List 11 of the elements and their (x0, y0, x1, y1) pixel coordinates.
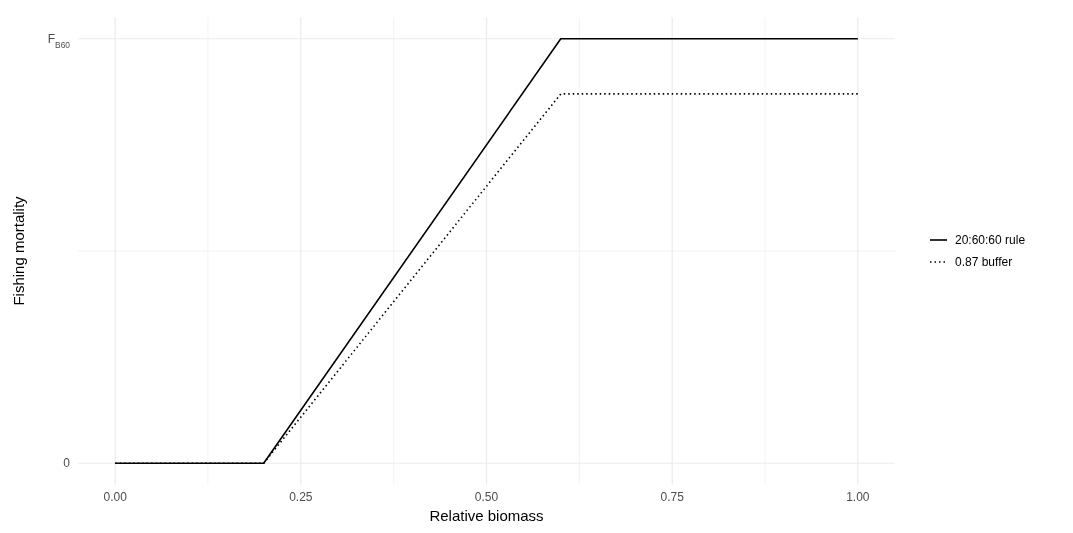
x-tick-label: 0.25 (289, 489, 313, 504)
x-tick-label: 0.75 (660, 489, 685, 504)
x-tick-label: 1.00 (846, 489, 870, 504)
x-tick-label: 0.50 (474, 489, 499, 504)
y-axis-title: Fishing mortality (10, 195, 27, 306)
legend-label: 20:60:60 rule (955, 233, 1026, 248)
x-axis-title: Relative biomass (429, 506, 544, 524)
x-tick-label: 0.00 (103, 489, 128, 504)
text: 0 (63, 456, 71, 471)
legend-label: 0.87 buffer (955, 255, 1013, 270)
text: F$_{B60}$ (47, 31, 71, 50)
